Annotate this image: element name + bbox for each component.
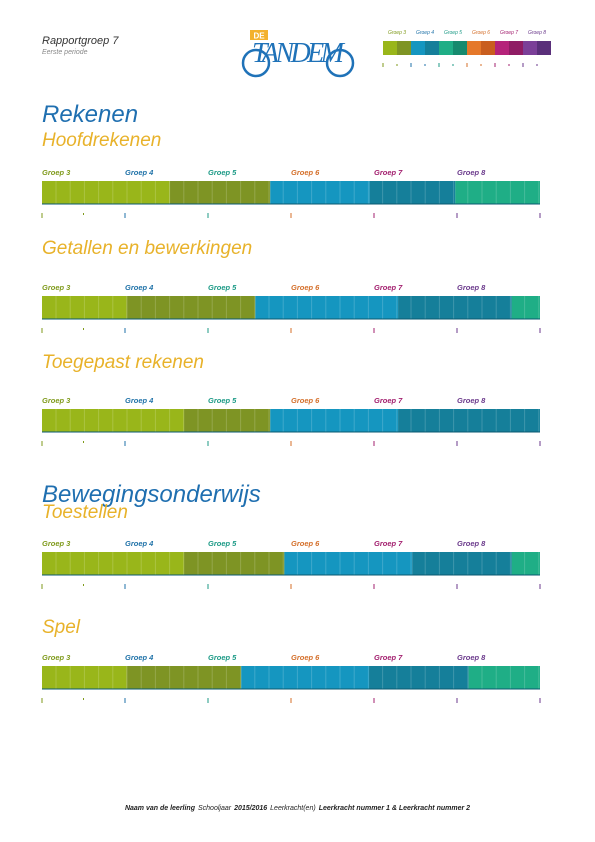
legend-label: Groep 8 (528, 30, 546, 36)
logo: DE TANDEM (241, 30, 355, 78)
bar-segment (255, 296, 399, 319)
bar-segment (169, 181, 271, 204)
legend-swatch (481, 41, 495, 55)
footer-item: Leerkracht(en) (270, 805, 316, 812)
legend-label: Groep 7 (500, 30, 518, 36)
bar-segment (398, 296, 512, 319)
footer-item: Naam van de leerling (125, 805, 196, 812)
group-label: Groep 6 (291, 653, 320, 662)
logo-name: TANDEM (252, 38, 346, 69)
bar-segment (183, 409, 271, 432)
group-label: Groep 7 (374, 396, 403, 405)
legend-label: Groep 5 (444, 30, 462, 36)
group-label: Groep 6 (291, 168, 320, 177)
group-label: Groep 3 (42, 653, 71, 662)
bar-segment (369, 181, 456, 204)
group-label: Groep 7 (374, 653, 403, 662)
subsection-title: Toegepast rekenen (42, 352, 204, 373)
subsection-title: Getallen en bewerkingen (42, 238, 252, 259)
group-label: Groep 3 (42, 283, 71, 292)
group-label: Groep 4 (125, 168, 154, 177)
bar-segment (284, 552, 413, 575)
group-label: Groep 3 (42, 168, 71, 177)
logo-badge (250, 30, 268, 40)
bar-segment (455, 181, 540, 204)
bar-segment (183, 552, 285, 575)
logo-wheel (325, 48, 355, 78)
legend-swatch (439, 41, 453, 55)
bar-segment (369, 666, 469, 689)
bar-segment (126, 296, 256, 319)
group-label: Groep 6 (291, 396, 320, 405)
bar-segment (468, 666, 540, 689)
footer: Naam van de leerling Schooljaar 2015/2016 L… (125, 805, 470, 812)
bar-segment (42, 181, 170, 204)
group-label: Groep 4 (125, 539, 154, 548)
group-label: Groep 6 (291, 539, 320, 548)
group-label: Groep 4 (125, 396, 154, 405)
bar-segment (42, 552, 184, 575)
group-label: Groep 8 (457, 396, 486, 405)
logo-prefix: DE (253, 32, 265, 41)
group-label: Groep 5 (208, 539, 237, 548)
group-label: Groep 4 (125, 283, 154, 292)
group-label: Groep 7 (374, 283, 403, 292)
group-label: Groep 3 (42, 539, 71, 548)
bar-segment (270, 181, 370, 204)
group-label: Groep 5 (208, 168, 237, 177)
bar-segment (42, 666, 127, 689)
group-label: Groep 3 (42, 396, 71, 405)
report-subtitle: Eerste periode (42, 49, 88, 56)
section-title: Rekenen (42, 101, 138, 128)
bar-segment (126, 666, 242, 689)
group-label: Groep 8 (457, 168, 486, 177)
footer-item: 2015/2016 (233, 805, 267, 812)
group-label: Groep 4 (125, 653, 154, 662)
legend-swatch (467, 41, 481, 55)
bar-segment (270, 409, 399, 432)
bar-segment (511, 552, 540, 575)
legend-swatch (425, 41, 439, 55)
group-label: Groep 7 (374, 539, 403, 548)
group-label: Groep 8 (457, 653, 486, 662)
bar-segment (42, 296, 127, 319)
legend-swatch (453, 41, 467, 55)
legend-label: Groep 4 (416, 30, 434, 36)
subsection-title: Spel (42, 617, 81, 638)
legend-label: Groep 6 (472, 30, 490, 36)
legend-swatch (397, 41, 411, 55)
group-label: Groep 7 (374, 168, 403, 177)
group-label: Groep 5 (208, 283, 237, 292)
legend-swatch (383, 41, 397, 55)
content: Groep 3 Groep 4 Groep 5 Groep 6 Groep 7 Groep… (41, 30, 551, 812)
group-label: Groep 5 (208, 396, 237, 405)
group-label: Groep 8 (457, 283, 486, 292)
subsection-title: Toestellen (42, 502, 128, 523)
legend-swatch (509, 41, 523, 55)
bar-segment (511, 296, 540, 319)
footer-item: Leerkracht nummer 1 & Leerkracht nummer … (319, 805, 470, 812)
group-label: Groep 5 (208, 653, 237, 662)
bar-segment (412, 552, 512, 575)
footer-item: Schooljaar (198, 805, 232, 812)
section-title: Bewegingsonderwijs (42, 481, 261, 508)
bar-segment (241, 666, 370, 689)
group-label: Groep 6 (291, 283, 320, 292)
logo-wheel (241, 48, 271, 78)
bar-segment (398, 409, 540, 432)
subsection-title: Hoofdrekenen (42, 130, 161, 151)
bar-segment (42, 409, 184, 432)
report-title: Rapportgroep 7 (42, 35, 119, 47)
legend-label: Groep 3 (388, 30, 406, 36)
group-label: Groep 8 (457, 539, 486, 548)
legend-swatch (495, 41, 509, 55)
legend-swatch (523, 41, 537, 55)
legend-swatch (411, 41, 425, 55)
legend-swatch (537, 41, 551, 55)
